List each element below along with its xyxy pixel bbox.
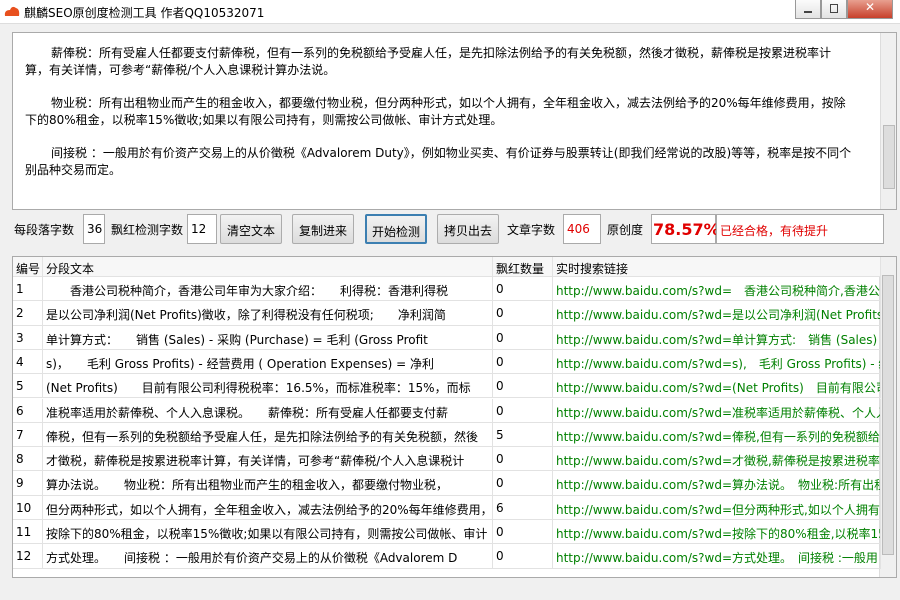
segment-text: (Net Profits) 目前有限公司利得税税率：16.5%，而标准税率：15… <box>43 374 493 398</box>
row-number: 1 <box>13 277 43 301</box>
table-row: 5 (Net Profits) 目前有限公司利得税税率：16.5%，而标准税率：1… <box>13 374 881 399</box>
segment-text: 按除下的80%租金，以税率15%徵收;如果以有限公司持有，则需按公司做帐、审计 <box>43 520 493 544</box>
row-number: 4 <box>13 349 43 374</box>
red-count: 0 <box>493 471 553 495</box>
segment-input[interactable]: 36 <box>83 214 105 244</box>
search-link: http://www.baidu.com/s?wd= 香港公司税种简介,香港公司 <box>553 277 881 301</box>
search-link: http://www.baidu.com/s?wd=但分两种形式,如以个人拥有 <box>553 495 881 519</box>
red-count: 5 <box>493 422 553 447</box>
red-count: 0 <box>493 520 553 544</box>
scrollbar[interactable] <box>880 33 896 209</box>
segment-text: 才徵税，薪俸税是按累进税率计算，有关详情，可参考“薪俸税/个人入息课税计 <box>43 447 493 471</box>
paragraph: 薪俸税：所有受雇人任都要支付薪俸税，但有一系列的免税额给予受雇人任，是先扣除法例… <box>25 46 832 77</box>
table-row: 9 算办法说。 物业税：所有出租物业而产生的租金收入，都要缴付物业税， 0 http:… <box>13 471 881 496</box>
table-row: 11 按除下的80%租金，以税率15%徵收;如果以有限公司持有，则需按公司做帐、审… <box>13 520 881 545</box>
app-icon <box>4 6 20 16</box>
clear-button[interactable]: 清空文本 <box>220 214 282 244</box>
count-label: 文章字数 <box>507 223 556 237</box>
row-number: 6 <box>13 398 43 422</box>
row-number: 8 <box>13 447 43 471</box>
red-count: 0 <box>493 374 553 398</box>
segment-text: 准税率适用於薪俸税、个人入息课税。 薪俸税：所有受雇人任都要支付薪 <box>43 398 493 422</box>
result-table: 编号 分段文本 飘红数量 实时搜索链接 1 香港公司税种简介，香港公司年审为大家介绍： … <box>12 256 897 578</box>
segment-text: 方式处理。 间接税 ：一般用於有价资产交易上的从价徵税《Advalorem D <box>43 544 493 568</box>
close-button[interactable]: ✕ <box>847 0 893 19</box>
header-row: 编号 分段文本 飘红数量 实时搜索链接 <box>13 257 881 277</box>
red-count: 0 <box>493 349 553 374</box>
originality-label: 原创度 <box>607 223 644 237</box>
paste-button[interactable]: 复制进来 <box>292 214 354 244</box>
maximize-button[interactable] <box>821 0 847 19</box>
column-header: 编号 <box>13 257 43 276</box>
segment-text: 算办法说。 物业税：所有出租物业而产生的租金收入，都要缴付物业税， <box>43 471 493 495</box>
segment-text: 是以公司净利润(Net Profits)徵收，除了利得税没有任何税项; 净利润简 <box>43 301 493 325</box>
row-number: 7 <box>13 422 43 447</box>
red-count: 0 <box>493 301 553 325</box>
search-link: http://www.baidu.com/s?wd=算办法说。 物业税:所有出租 <box>553 471 881 495</box>
row-number: 11 <box>13 520 43 544</box>
table-row: 4 s)， 毛利 Gross Profits) - 经营费用 ( Operatio… <box>13 349 881 375</box>
search-link: http://www.baidu.com/s?wd=单计算方式: 销售 (Sal… <box>553 325 881 349</box>
table-row: 6 准税率适用於薪俸税、个人入息课税。 薪俸税：所有受雇人任都要支付薪 0 http:… <box>13 398 881 423</box>
title-bar: 麒麟SEO原创度检测工具 作者QQ10532071 ✕ <box>0 0 900 24</box>
red-count: 0 <box>493 544 553 568</box>
segment-text: s)， 毛利 Gross Profits) - 经营费用 ( Operation… <box>43 349 493 374</box>
red-count: 0 <box>493 447 553 471</box>
table-row: 3 单计算方式： 销售 (Sales) - 采购 (Purchase) = 毛利 … <box>13 325 881 350</box>
column-header: 实时搜索链接 <box>553 257 881 276</box>
row-number: 10 <box>13 495 43 519</box>
paragraph: 间接税 ：一般用於有价资产交易上的从价徵税《Advalorem Duty》，例如… <box>25 146 852 177</box>
row-number: 2 <box>13 301 43 325</box>
row-number: 12 <box>13 544 43 568</box>
search-link: http://www.baidu.com/s?wd=方式处理。 间接税 :一般用 <box>553 544 881 568</box>
table-row: 2 是以公司净利润(Net Profits)徵收，除了利得税没有任何税项; 净利润… <box>13 301 881 326</box>
search-link: http://www.baidu.com/s?wd=才徵税,薪俸税是按累进税率 <box>553 447 881 471</box>
article-textarea[interactable]: 薪俸税：所有受雇人任都要支付薪俸税，但有一系列的免税额给予受雇人任，是先扣除法例… <box>12 32 897 210</box>
paragraph: 物业税：所有出租物业而产生的租金收入，都要缴付物业税，但分两种形式，如以个人拥有… <box>25 96 846 127</box>
search-link: http://www.baidu.com/s?wd=是以公司净利润(Net Pr… <box>553 301 881 325</box>
row-number: 5 <box>13 374 43 398</box>
table-row: 1 香港公司税种简介，香港公司年审为大家介绍： 利得税：香港利得税 0 http:/… <box>13 277 881 302</box>
red-count: 0 <box>493 277 553 301</box>
search-link: http://www.baidu.com/s?wd=俸税,但有一系列的免税额给 <box>553 422 881 447</box>
status-text: 已经合格，有待提升 <box>716 214 884 244</box>
originality-value: 78.57% <box>651 214 720 244</box>
red-input[interactable]: 12 <box>187 214 217 244</box>
red-count: 0 <box>493 325 553 349</box>
segment-label: 每段落字数 <box>14 223 75 237</box>
search-link: http://www.baidu.com/s?wd=s), 毛利 Gross P… <box>553 349 881 374</box>
table-row: 8 才徵税，薪俸税是按累进税率计算，有关详情，可参考“薪俸税/个人入息课税计 0 ht… <box>13 447 881 472</box>
window-title: 麒麟SEO原创度检测工具 作者QQ10532071 <box>24 6 265 20</box>
red-count: 6 <box>493 495 553 519</box>
search-link: http://www.baidu.com/s?wd=按除下的80%租金,以税率1… <box>553 520 881 544</box>
minimize-button[interactable] <box>795 0 821 19</box>
scrollbar[interactable] <box>879 257 896 577</box>
copy-button[interactable]: 拷贝出去 <box>437 214 499 244</box>
red-count: 0 <box>493 398 553 422</box>
table-row: 7 俸税，但有一系列的免税额给予受雇人任，是先扣除法例给予的有关免税额，然後 5 ht… <box>13 422 881 448</box>
search-link: http://www.baidu.com/s?wd=(Net Profits) … <box>553 374 881 398</box>
count-value: 406 <box>563 214 601 244</box>
table-row: 12 方式处理。 间接税 ：一般用於有价资产交易上的从价徵税《Advalorem … <box>13 544 881 569</box>
start-button[interactable]: 开始检测 <box>365 214 427 244</box>
segment-text: 香港公司税种简介，香港公司年审为大家介绍： 利得税：香港利得税 <box>43 277 493 301</box>
segment-text: 单计算方式： 销售 (Sales) - 采购 (Purchase) = 毛利 (… <box>43 325 493 349</box>
segment-text: 俸税，但有一系列的免税额给予受雇人任，是先扣除法例给予的有关免税额，然後 <box>43 422 493 447</box>
row-number: 3 <box>13 325 43 349</box>
red-label: 飘红检测字数 <box>111 223 184 237</box>
column-header: 飘红数量 <box>493 257 553 276</box>
table-row: 10 但分两种形式，如以个人拥有，全年租金收入，减去法例给予的20%每年维修费用，… <box>13 495 881 520</box>
segment-text: 但分两种形式，如以个人拥有，全年租金收入，减去法例给予的20%每年维修费用， <box>43 495 493 519</box>
column-header: 分段文本 <box>43 257 493 276</box>
search-link: http://www.baidu.com/s?wd=准税率适用於薪俸税、个人入 <box>553 398 881 422</box>
row-number: 9 <box>13 471 43 495</box>
